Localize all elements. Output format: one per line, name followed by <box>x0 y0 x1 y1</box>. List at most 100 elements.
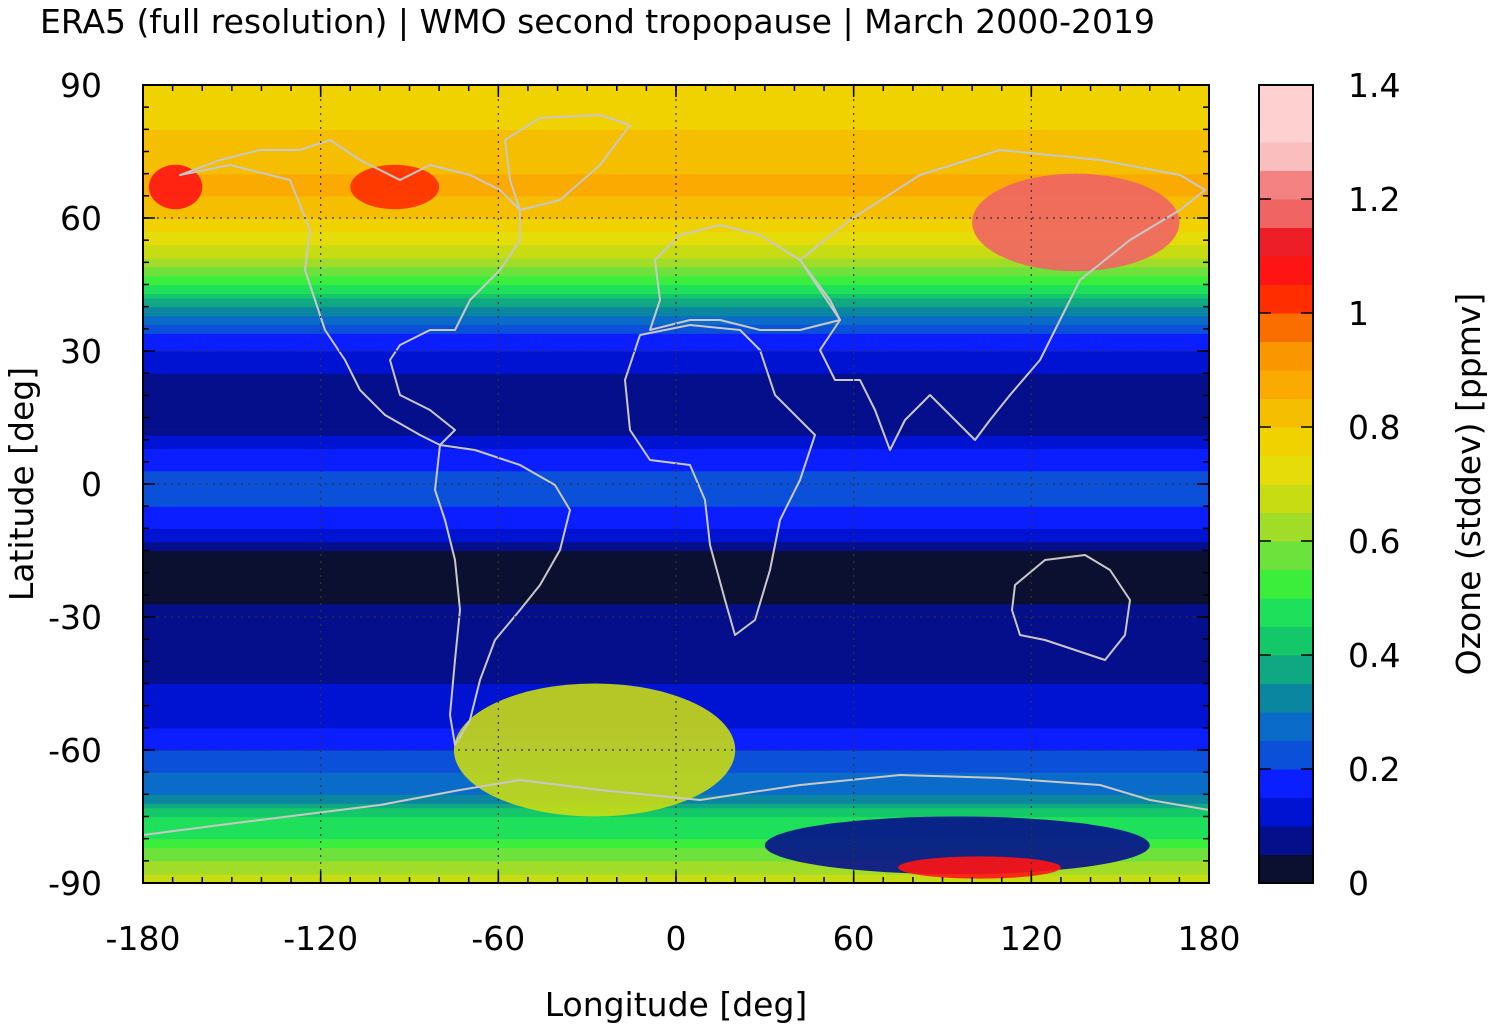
heatmap-field <box>143 85 1209 883</box>
zonal-band <box>143 404 1209 410</box>
axis-ticks <box>142 84 1210 884</box>
colorbar-tick-label: 0.6 <box>1348 522 1400 561</box>
zonal-band <box>143 687 1209 693</box>
colorbar-level <box>1259 826 1313 855</box>
zonal-band <box>143 337 1209 343</box>
zonal-band <box>143 421 1209 427</box>
zonal-band <box>143 311 1209 317</box>
colorbar-level <box>1259 598 1313 627</box>
zonal-band <box>143 470 1209 476</box>
zonal-band <box>143 537 1209 543</box>
zonal-band <box>143 399 1209 405</box>
zonal-band <box>143 856 1209 862</box>
colorbar-level <box>1259 655 1313 684</box>
colorbar-label: Ozone (stddev) [ppmv] <box>1449 293 1488 676</box>
zonal-band <box>143 444 1209 450</box>
zonal-band <box>143 568 1209 574</box>
zonal-band <box>143 226 1209 232</box>
colorbar-tick-label: 0.8 <box>1348 408 1400 447</box>
colorbar-level <box>1259 284 1313 314</box>
colorbar-level <box>1259 769 1313 798</box>
colorbar-frame <box>1258 84 1314 884</box>
zonal-band <box>143 249 1209 255</box>
zonal-band <box>143 417 1209 423</box>
zonal-band <box>143 138 1209 144</box>
zonal-band <box>143 488 1209 494</box>
colorbar-tick-label: 1.4 <box>1348 66 1400 105</box>
colorbar-level <box>1259 541 1313 570</box>
zonal-band <box>143 333 1209 339</box>
zonal-band <box>143 577 1209 583</box>
zonal-band <box>143 665 1209 671</box>
zonal-band <box>143 639 1209 645</box>
colorbar-level <box>1259 313 1313 342</box>
zonal-band <box>143 652 1209 658</box>
colorbar-level <box>1259 227 1313 257</box>
zonal-band <box>143 581 1209 587</box>
colorbar-tick-label: 0.2 <box>1348 750 1400 789</box>
y-tick-labels: -90 -60 -30 0 30 60 90 <box>48 66 102 903</box>
colorbar-level <box>1259 142 1313 171</box>
zonal-band <box>143 617 1209 623</box>
colorbar-level <box>1259 569 1313 599</box>
zonal-band <box>143 621 1209 627</box>
zonal-band <box>143 169 1209 175</box>
zonal-band <box>143 807 1209 813</box>
feature-patch <box>148 164 203 210</box>
zonal-band <box>143 129 1209 135</box>
y-tick-label: -30 <box>48 598 102 637</box>
zonal-band <box>143 515 1209 521</box>
zonal-band <box>143 847 1209 853</box>
y-tick-label: 60 <box>60 199 102 238</box>
colorbar-level <box>1259 170 1313 200</box>
zonal-band <box>143 368 1209 374</box>
zonal-band <box>143 218 1209 224</box>
zonal-band <box>143 683 1209 689</box>
zonal-band <box>143 430 1209 436</box>
zonal-band <box>143 466 1209 472</box>
grid-lines <box>143 85 1209 883</box>
zonal-band <box>143 484 1209 490</box>
feature-patch <box>898 856 1061 879</box>
zonal-band <box>143 271 1209 277</box>
coastline-europe <box>649 224 841 331</box>
zonal-band <box>143 457 1209 463</box>
zonal-band <box>143 506 1209 512</box>
zonal-band <box>143 612 1209 618</box>
zonal-band <box>143 865 1209 871</box>
zonal-band <box>143 820 1209 826</box>
zonal-band <box>143 253 1209 259</box>
colorbar-level <box>1259 854 1313 884</box>
zonal-band <box>143 351 1209 357</box>
zonal-band <box>143 284 1209 290</box>
coastline-north-america <box>179 139 521 446</box>
zonal-band <box>143 563 1209 569</box>
y-tick-label: 0 <box>81 465 102 504</box>
zonal-band <box>143 178 1209 184</box>
zonal-band <box>143 550 1209 556</box>
zonal-band <box>143 528 1209 534</box>
feature-patches <box>148 164 1180 879</box>
zonal-band <box>143 107 1209 113</box>
zonal-band <box>143 648 1209 654</box>
x-axis-label: Longitude [deg] <box>545 985 808 1024</box>
colorbar-tick-labels: 0 0.2 0.4 0.6 0.8 1 1.2 1.4 <box>1348 66 1400 903</box>
coastline-greenland <box>504 114 631 211</box>
colorbar-level <box>1259 256 1313 285</box>
zonal-band <box>143 204 1209 210</box>
colorbar-level <box>1259 512 1313 542</box>
zonal-band <box>143 625 1209 631</box>
zonal-band <box>143 479 1209 485</box>
zonal-band <box>143 355 1209 361</box>
x-tick-label: -60 <box>471 919 525 958</box>
feature-patch <box>764 816 1150 875</box>
colorbar <box>1259 84 1313 884</box>
zonal-band <box>143 359 1209 365</box>
zonal-band <box>143 408 1209 414</box>
x-tick-label: 0 <box>666 919 687 958</box>
zonal-band <box>143 133 1209 139</box>
colorbar-level <box>1259 199 1313 228</box>
zonal-band <box>143 843 1209 849</box>
zonal-band <box>143 346 1209 352</box>
zonal-band <box>143 532 1209 538</box>
